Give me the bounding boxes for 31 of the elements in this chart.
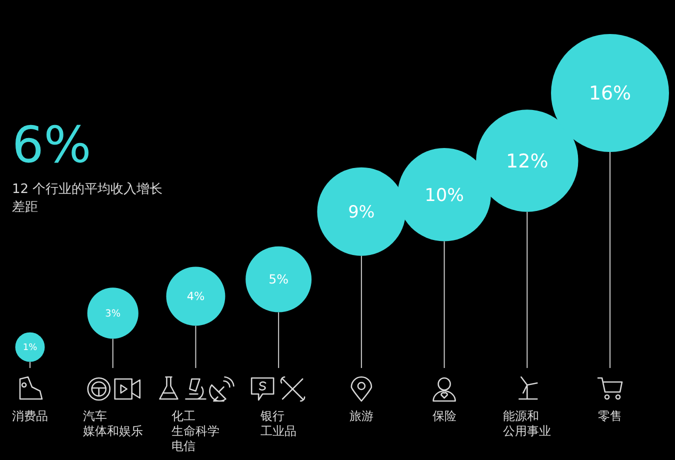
category-label: 旅游 bbox=[349, 409, 374, 423]
data-label: 5% bbox=[268, 272, 289, 287]
category-label: 汽车 bbox=[82, 409, 107, 423]
data-label: 1% bbox=[22, 343, 38, 354]
balloon: 4% bbox=[166, 266, 226, 368]
category-label: 零售 bbox=[598, 409, 622, 423]
data-label: 4% bbox=[186, 290, 205, 304]
balloon: 12% bbox=[476, 110, 578, 368]
balloon: 3% bbox=[87, 288, 138, 368]
data-label: 16% bbox=[588, 82, 632, 105]
category-label: 能源和 bbox=[503, 409, 540, 423]
text: 电信 bbox=[172, 439, 196, 453]
balloon: 1% bbox=[15, 332, 45, 368]
text: 公用事业 bbox=[503, 424, 552, 438]
category-label: 银行 bbox=[260, 409, 285, 423]
data-label: 10% bbox=[424, 186, 464, 206]
text: 生命科学 bbox=[172, 424, 220, 438]
balloon: 16% bbox=[551, 34, 669, 368]
text: 12 个行业的平均收入增长差距 bbox=[12, 182, 163, 215]
data-label: 9% bbox=[348, 201, 375, 222]
text: 工业品 bbox=[260, 424, 297, 438]
category-label: 保险 bbox=[432, 409, 456, 423]
text: 6% bbox=[12, 116, 92, 174]
balloon: 9% bbox=[317, 167, 406, 368]
text: 媒体和娱乐 bbox=[82, 424, 143, 438]
category-label: 化工 bbox=[172, 409, 196, 423]
data-label: 3% bbox=[105, 308, 121, 320]
data-label: 12% bbox=[506, 150, 548, 172]
category-label: 消费品 bbox=[12, 409, 48, 423]
balloon: 5% bbox=[246, 246, 312, 368]
balloon: 10% bbox=[398, 148, 491, 368]
